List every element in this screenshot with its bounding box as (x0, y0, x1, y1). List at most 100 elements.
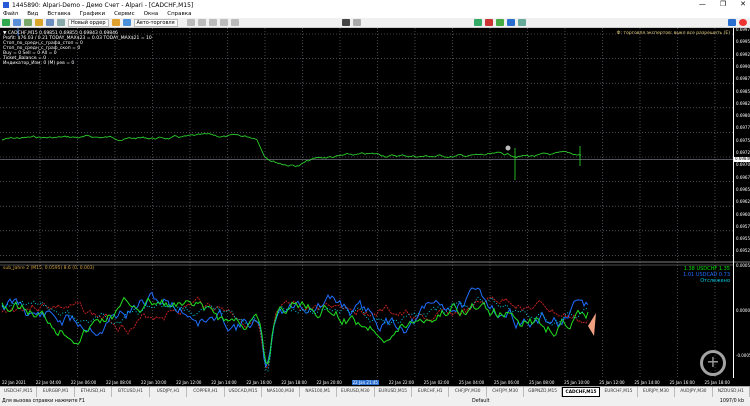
auto-scroll-icon[interactable] (473, 19, 482, 26)
time-label: 22 Jan 04:00 (35, 379, 62, 385)
indicator-label: sub_Jahre 2 (M15, 0.0595) 8.6 (0, 0.003) (3, 266, 95, 271)
price-label: 0.69725 (736, 150, 750, 155)
chart-tab[interactable]: EURCHF,M15 (600, 387, 638, 397)
info-line: Ticket_Balance = 0 (3, 56, 47, 61)
chart-tab[interactable]: NAS100,M30 (262, 387, 300, 397)
autotrading-button[interactable]: Авто-торговля (133, 18, 178, 27)
maximize-button[interactable]: ❐ (719, 0, 727, 8)
profiles-icon[interactable] (13, 19, 21, 26)
chart-window[interactable]: ▼ CADCHF,M15 0.69851 0.69855 0.69843 0.6… (0, 27, 750, 386)
status-profile: Default (472, 399, 490, 404)
menu-view[interactable]: Вид (27, 11, 39, 17)
line-chart-icon[interactable] (208, 19, 217, 26)
trade-marker (505, 145, 511, 151)
time-axis[interactable]: 22 Jan 2021 22 Jan 04:00 22 Jan 06:00 22 Ja… (2, 378, 730, 386)
bar-chart-icon[interactable] (186, 19, 195, 26)
chart-shift-icon[interactable] (484, 19, 493, 26)
new-chart-icon[interactable] (2, 19, 10, 26)
window-title: 1445890: Alpari-Demo - Демо Счет - Alpar… (12, 1, 194, 9)
zoom-in-icon[interactable] (219, 19, 228, 26)
legend-usdchf: 1.38 USDCHF 1.35 (683, 266, 730, 272)
chart-tab[interactable]: USDCAD,M15 (225, 387, 263, 397)
signals-icon[interactable] (122, 19, 131, 26)
minimize-button[interactable]: — (698, 0, 706, 8)
forecast-shape (588, 313, 596, 336)
chart-tab[interactable]: USDJPY,H1 (150, 387, 188, 397)
time-label: 22 Jan 14:00 (211, 379, 237, 385)
crosshair-icon[interactable] (352, 19, 361, 26)
time-label: 22 Jan 2021 (2, 379, 26, 385)
chart-tab[interactable]: BTCUSD,H1 (112, 387, 150, 397)
chart-tab[interactable]: EURJPY,M30 (638, 387, 676, 397)
indicator-scale-label: 0.0000 (736, 308, 750, 313)
info-line: ▼ CADCHF,M15 0.69851 0.69855 0.69843 0.6… (3, 31, 118, 36)
chart-tab[interactable]: EURCHF,H1 (412, 387, 450, 397)
chart-tab[interactable]: ETHUSD,H1 (75, 387, 113, 397)
chart-tab[interactable]: AUDJPY,M30 (675, 387, 713, 397)
zoom-magnifier-icon[interactable]: + (700, 350, 726, 376)
indicator-line-blue (1, 287, 589, 368)
title-bar: 1445890: Alpari-Demo - Демо Счет - Alpar… (0, 0, 750, 10)
notifications-icon[interactable] (739, 19, 747, 26)
menu-window[interactable]: Окна (143, 11, 159, 17)
time-label: 22 Jan 06:00 (70, 379, 97, 385)
chart-tab[interactable]: CHFJPY,M30 (449, 387, 487, 397)
zoom-out-icon[interactable] (230, 19, 239, 26)
highlighted-time-label: 22 Jan 21:45 (351, 379, 379, 385)
info-line: Стоп_по_средн_с_графа_стоп = 0 (3, 41, 83, 46)
templates-icon[interactable] (517, 19, 526, 26)
time-label: 22 Jan 20:00 (316, 379, 342, 385)
close-button[interactable]: ✕ (740, 0, 746, 8)
price-label: 0.69775 (736, 125, 750, 131)
metaeditor-icon[interactable] (111, 19, 120, 26)
periods-icon[interactable] (506, 19, 515, 26)
menu-insert[interactable]: Вставка (47, 11, 71, 17)
chart-canvas[interactable] (0, 28, 750, 386)
chart-tab[interactable]: EURUSD,M15 (375, 387, 412, 397)
menu-bar: Файл Вид Вставка Графики Сервис Окна Спр… (0, 10, 750, 18)
market-watch-icon[interactable] (24, 19, 32, 26)
chart-tab[interactable]: CADCHF,M15 (561, 387, 601, 397)
status-traffic: 1097/0 kb (719, 399, 744, 404)
chart-tab[interactable]: EURGBP,M1 (37, 387, 75, 397)
menu-tools[interactable]: Сервис (114, 11, 135, 17)
cursor-icon[interactable] (341, 19, 350, 26)
time-label: 25 Jan 18:00 (704, 379, 730, 385)
new-order-button[interactable]: Новый ордер (68, 18, 109, 27)
toolbar: Новый ордер Авто-торговля (0, 18, 750, 28)
navigator-icon[interactable] (35, 19, 43, 26)
chart-tab[interactable]: NAS100,M1 (300, 387, 338, 397)
status-bar: Для вызова справки нажмите F1 Default 10… (0, 397, 750, 406)
chart-tab[interactable]: USDCHF,M15 (0, 387, 38, 397)
menu-charts[interactable]: Графики (79, 11, 106, 17)
indicator-scale-label: -0.0005 (736, 353, 750, 358)
app-icon (3, 2, 9, 8)
menu-file[interactable]: Файл (3, 11, 19, 17)
time-label: 22 Jan 16:00 (246, 379, 272, 385)
chart-tab[interactable]: CHFJPY,M30 (487, 387, 525, 397)
menu-help[interactable]: Справка (167, 11, 192, 17)
status-help: Для вызова справки нажмите F1 (2, 399, 85, 404)
time-label: 25 Jan 04:00 (458, 379, 485, 385)
chart-tab[interactable]: EURUSD,M30 (337, 387, 375, 397)
chart-tab[interactable]: COPPER,H1 (187, 387, 225, 397)
price-label: 0.69675 (736, 174, 750, 180)
candles-icon[interactable] (197, 19, 206, 26)
indicators-icon[interactable] (495, 19, 504, 26)
expert-status: Ф: торговля экспертов: выкл все разрешит… (616, 31, 730, 36)
chart-tab[interactable]: GBPNZD,M15 (524, 387, 562, 397)
tester-icon[interactable] (57, 19, 65, 26)
chart-tab[interactable]: NZDUSD,H1 (713, 387, 750, 397)
price-label: 0.69625 (736, 199, 750, 205)
indicator-line-cyan (1, 296, 589, 372)
price-label: 0.69825 (736, 100, 750, 106)
search-icon[interactable] (728, 19, 736, 26)
info-line: Индикатор_Изм: 0 (M) рев = 0 (3, 61, 75, 66)
terminal-icon[interactable] (46, 19, 54, 26)
